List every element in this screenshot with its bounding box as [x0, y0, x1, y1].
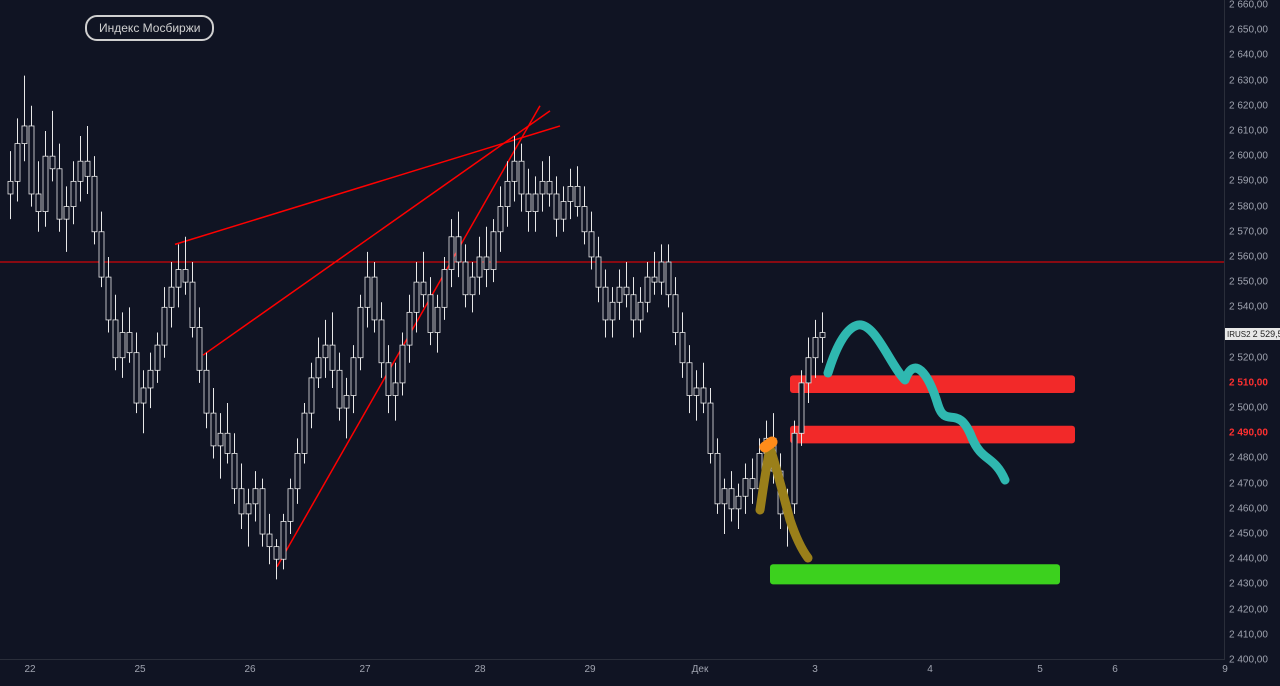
- y-axis-tick: 2 630,00: [1229, 75, 1268, 86]
- y-axis-tick: 2 470,00: [1229, 478, 1268, 489]
- x-axis-tick: 26: [244, 664, 255, 675]
- y-axis-tick: 2 460,00: [1229, 503, 1268, 514]
- y-axis-tick: 2 660,00: [1229, 0, 1268, 11]
- x-axis-tick: 29: [584, 664, 595, 675]
- y-axis-tick: 2 400,00: [1229, 655, 1268, 666]
- plot-area[interactable]: Индекс Мосбиржи: [0, 0, 1225, 660]
- y-axis-tick: 2 490,00: [1229, 428, 1268, 439]
- y-axis-tick: 2 450,00: [1229, 529, 1268, 540]
- y-axis-tick: 2 610,00: [1229, 125, 1268, 136]
- ticker-label: Индекс Мосбиржи: [85, 15, 214, 41]
- y-axis-tick: 2 650,00: [1229, 25, 1268, 36]
- x-axis-tick: 28: [474, 664, 485, 675]
- y-axis-tick: 2 420,00: [1229, 604, 1268, 615]
- y-axis-tick: 2 590,00: [1229, 176, 1268, 187]
- x-axis-tick: 3: [812, 664, 818, 675]
- y-axis-tick: 2 620,00: [1229, 100, 1268, 111]
- x-axis[interactable]: 22 25 26 27 28 29 Дек 3 4 5 6 9: [0, 659, 1225, 686]
- x-axis-tick: 4: [927, 664, 933, 675]
- chart-overlay: [0, 0, 1225, 660]
- y-axis-tick: 2 440,00: [1229, 554, 1268, 565]
- x-axis-tick: Дек: [692, 664, 709, 675]
- chart-container: Индекс Мосбиржи 2 400,00 2 410,00 2 420,00…: [0, 0, 1280, 686]
- y-axis-tick: 2 410,00: [1229, 629, 1268, 640]
- x-axis-tick: 6: [1112, 664, 1118, 675]
- y-axis-tick: 2 480,00: [1229, 453, 1268, 464]
- y-axis-tick: 2 560,00: [1229, 251, 1268, 262]
- y-axis-tick: 2 510,00: [1229, 377, 1268, 388]
- y-axis-tick: 2 570,00: [1229, 226, 1268, 237]
- x-axis-tick: 27: [359, 664, 370, 675]
- x-axis-tick: 22: [24, 664, 35, 675]
- y-axis-tick: 2 580,00: [1229, 201, 1268, 212]
- y-axis-tick: 2 540,00: [1229, 302, 1268, 313]
- current-price-tag: IRUS22 529,53: [1225, 328, 1280, 340]
- y-axis-tick: 2 500,00: [1229, 403, 1268, 414]
- y-axis-tick: 2 550,00: [1229, 277, 1268, 288]
- y-axis-tick: 2 430,00: [1229, 579, 1268, 590]
- y-axis-tick: 2 520,00: [1229, 352, 1268, 363]
- x-axis-tick: 25: [134, 664, 145, 675]
- y-axis[interactable]: 2 400,002 410,002 420,002 430,002 440,00…: [1224, 0, 1280, 660]
- x-axis-tick: 5: [1037, 664, 1043, 675]
- x-axis-tick: 9: [1222, 664, 1228, 675]
- y-axis-tick: 2 640,00: [1229, 50, 1268, 61]
- y-axis-tick: 2 600,00: [1229, 151, 1268, 162]
